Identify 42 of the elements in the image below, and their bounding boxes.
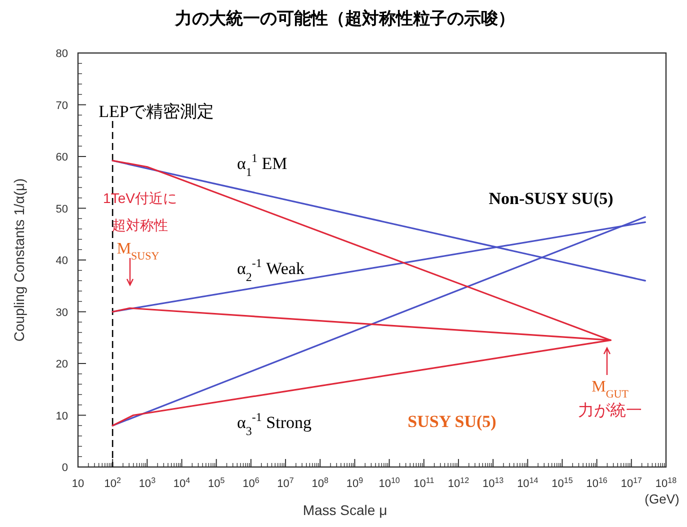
x-tick-label: 10$^{4}$: [173, 476, 191, 490]
x-tick-label: 10$^{10}$: [378, 476, 400, 490]
x-tick-label: 10$^{16}$: [586, 476, 608, 490]
annotation: α$_{1}$$^{1}$ EM: [237, 150, 288, 179]
x-tick-label: 10$^{8}$: [312, 476, 330, 490]
annotation: 力が統一: [578, 402, 642, 420]
annotation: M$_{GUT}$: [592, 378, 629, 401]
annotation: α$_{3}$$^{-1}$ Strong: [237, 410, 312, 438]
y-tick-label: 50: [56, 203, 68, 216]
ref-line-label: LEPで精密測定: [98, 102, 214, 121]
annotation: 超対称性: [112, 216, 168, 233]
y-tick-label: 70: [56, 100, 68, 112]
annotation: α$_{2}$$^{-1}$ Weak: [237, 256, 305, 284]
x-tick-label: 10$^{5}$: [208, 476, 226, 490]
annotation: SUSY SU(5): [408, 412, 496, 431]
x-tick-label: 10$^{9}$: [346, 476, 364, 490]
x-tick-label: 10$^{2}$: [104, 476, 122, 490]
x-tick-label: 10$^{14}$: [517, 476, 539, 490]
y-tick-label: 60: [56, 152, 68, 164]
y-tick-label: 80: [56, 48, 68, 60]
x-tick-label: 10: [72, 478, 84, 490]
annotation: M$_{SUSY}$: [116, 240, 160, 263]
x-tick-label: 10$^{7}$: [277, 476, 294, 490]
x-tick-label: 10$^{18}$: [655, 476, 678, 490]
y-tick-label: 10: [56, 410, 68, 422]
x-tick-label: 10$^{15}$: [552, 476, 574, 490]
text: (GeV): [644, 492, 680, 507]
x-tick-label: 10$^{11}$: [414, 476, 435, 490]
x-tick-label: 10$^{17}$: [620, 476, 643, 490]
annotation: Non-SUSY SU(5): [488, 188, 614, 208]
y-tick-label: 0: [62, 462, 68, 474]
x-tick-label: 10$^{6}$: [242, 476, 260, 490]
y-tick-label: 20: [56, 358, 68, 370]
y-tick-label: 30: [56, 306, 68, 319]
x-tick-label: 10$^{13}$: [482, 476, 504, 490]
y-tick-label: 40: [56, 255, 68, 267]
chart-title: 力の大統一の可能性（超対称性粒子の示唆）: [174, 9, 515, 28]
x-tick-label: 10$^{3}$: [138, 476, 156, 490]
annotation: 1TeV付近に: [103, 190, 177, 206]
x-tick-label: 10$^{12}$: [448, 476, 470, 490]
y-axis-title: Coupling Constants 1/α(μ): [11, 178, 27, 342]
x-axis-title: Mass Scale μ: [302, 502, 388, 518]
